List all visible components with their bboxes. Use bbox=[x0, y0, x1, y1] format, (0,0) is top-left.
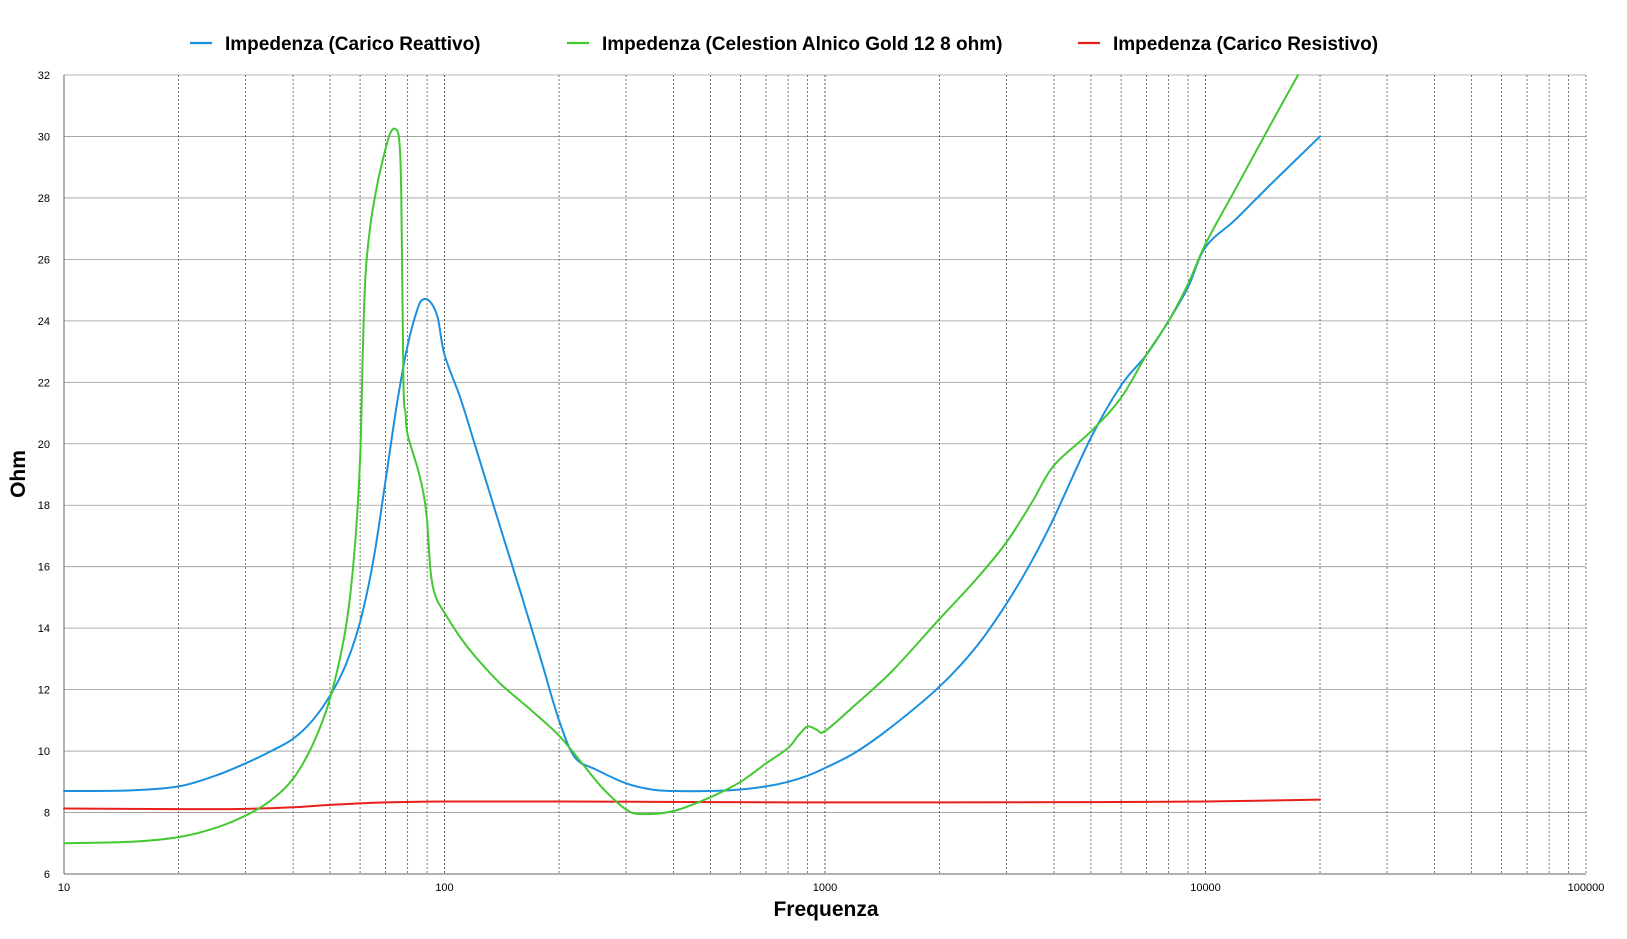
y-tick-label: 16 bbox=[38, 562, 50, 574]
plot-frame bbox=[63, 75, 1586, 875]
x-axis-title: Frequenza bbox=[773, 898, 878, 921]
y-tick-label: 22 bbox=[38, 377, 50, 389]
grid bbox=[63, 74, 1587, 875]
y-axis-title: Ohm bbox=[7, 450, 30, 498]
y-tick-label: 10 bbox=[38, 746, 50, 758]
x-tick-label: 10000 bbox=[1190, 882, 1221, 894]
y-tick-label: 18 bbox=[38, 500, 50, 512]
y-tick-label: 20 bbox=[38, 439, 50, 451]
series-layer bbox=[63, 74, 1322, 845]
x-axis-ticks: 10 100 1000 10000 100000 bbox=[58, 882, 1604, 894]
y-tick-label: 26 bbox=[38, 254, 50, 266]
legend: Impedenza (Carico Reattivo) Impedenza (Ce… bbox=[190, 34, 1378, 55]
y-tick-label: 32 bbox=[38, 70, 50, 82]
y-tick-label: 8 bbox=[44, 808, 50, 820]
y-tick-label: 14 bbox=[38, 623, 50, 635]
series-line-1 bbox=[63, 74, 1299, 845]
x-tick-label: 100 bbox=[435, 882, 453, 894]
series-line-0 bbox=[63, 135, 1322, 793]
x-tick-label: 100000 bbox=[1568, 882, 1605, 894]
y-tick-label: 30 bbox=[38, 131, 50, 143]
y-tick-label: 6 bbox=[44, 869, 50, 881]
series-line-2 bbox=[63, 798, 1322, 811]
legend-label: Impedenza (Celestion Alnico Gold 12 8 oh… bbox=[602, 34, 1002, 55]
legend-label: Impedenza (Carico Resistivo) bbox=[1113, 34, 1378, 55]
x-tick-label: 1000 bbox=[813, 882, 837, 894]
x-tick-label: 10 bbox=[58, 882, 70, 894]
y-tick-label: 24 bbox=[38, 316, 50, 328]
y-tick-label: 28 bbox=[38, 193, 50, 205]
legend-label: Impedenza (Carico Reattivo) bbox=[225, 34, 481, 55]
y-axis-ticks: 6 8 10 12 14 16 18 20 22 24 26 28 30 32 bbox=[38, 70, 50, 881]
y-tick-label: 12 bbox=[38, 685, 50, 697]
